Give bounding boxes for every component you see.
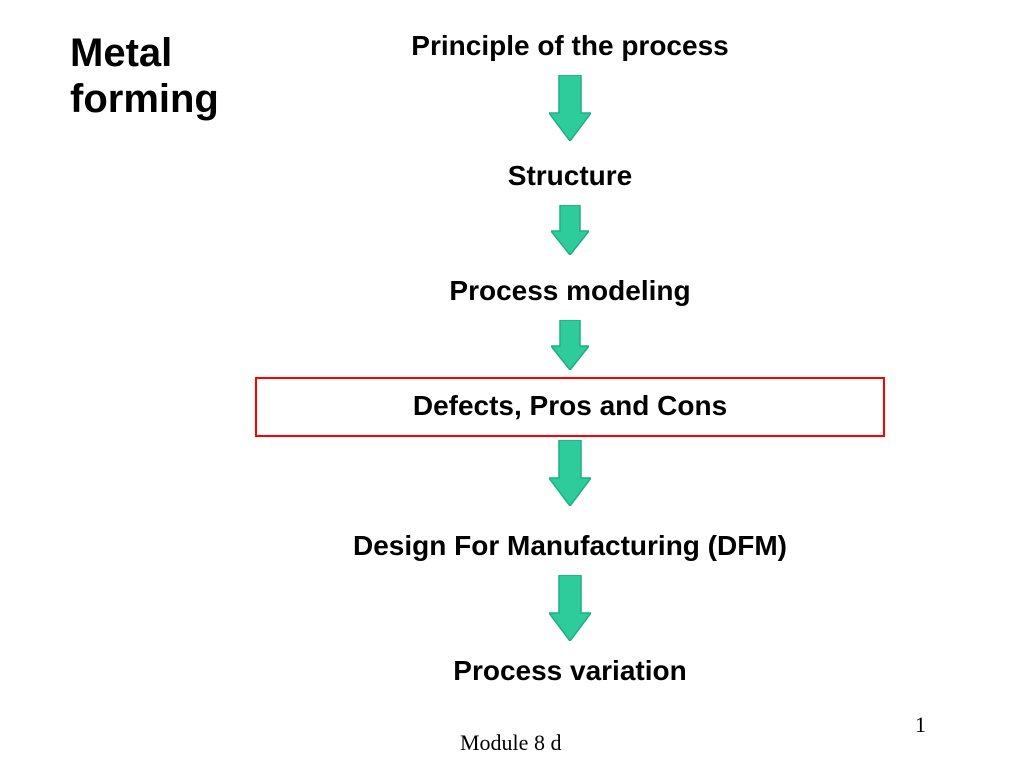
down-arrow-icon [551, 320, 589, 370]
down-arrow-icon [549, 440, 591, 506]
flow-arrow-1 [551, 205, 589, 255]
flow-step-3: Defects, Pros and Cons [413, 390, 727, 422]
down-arrow-icon [551, 205, 589, 255]
flow-arrow-2 [551, 320, 589, 370]
flow-step-2: Process modeling [449, 275, 690, 307]
down-arrow-icon [549, 75, 591, 141]
flow-step-4: Design For Manufacturing (DFM) [353, 530, 787, 562]
flow-arrow-3 [549, 440, 591, 506]
flow-arrow-4 [549, 575, 591, 641]
flow-step-1: Structure [508, 160, 632, 192]
flow-step-5: Process variation [453, 655, 686, 687]
down-arrow-icon [549, 575, 591, 641]
flow-step-0: Principle of the process [411, 30, 728, 62]
footer-page-number: 1 [915, 712, 926, 738]
footer-module-label: Module 8 d [460, 730, 561, 756]
slide-title: Metalforming [70, 30, 219, 122]
flow-arrow-0 [549, 75, 591, 141]
